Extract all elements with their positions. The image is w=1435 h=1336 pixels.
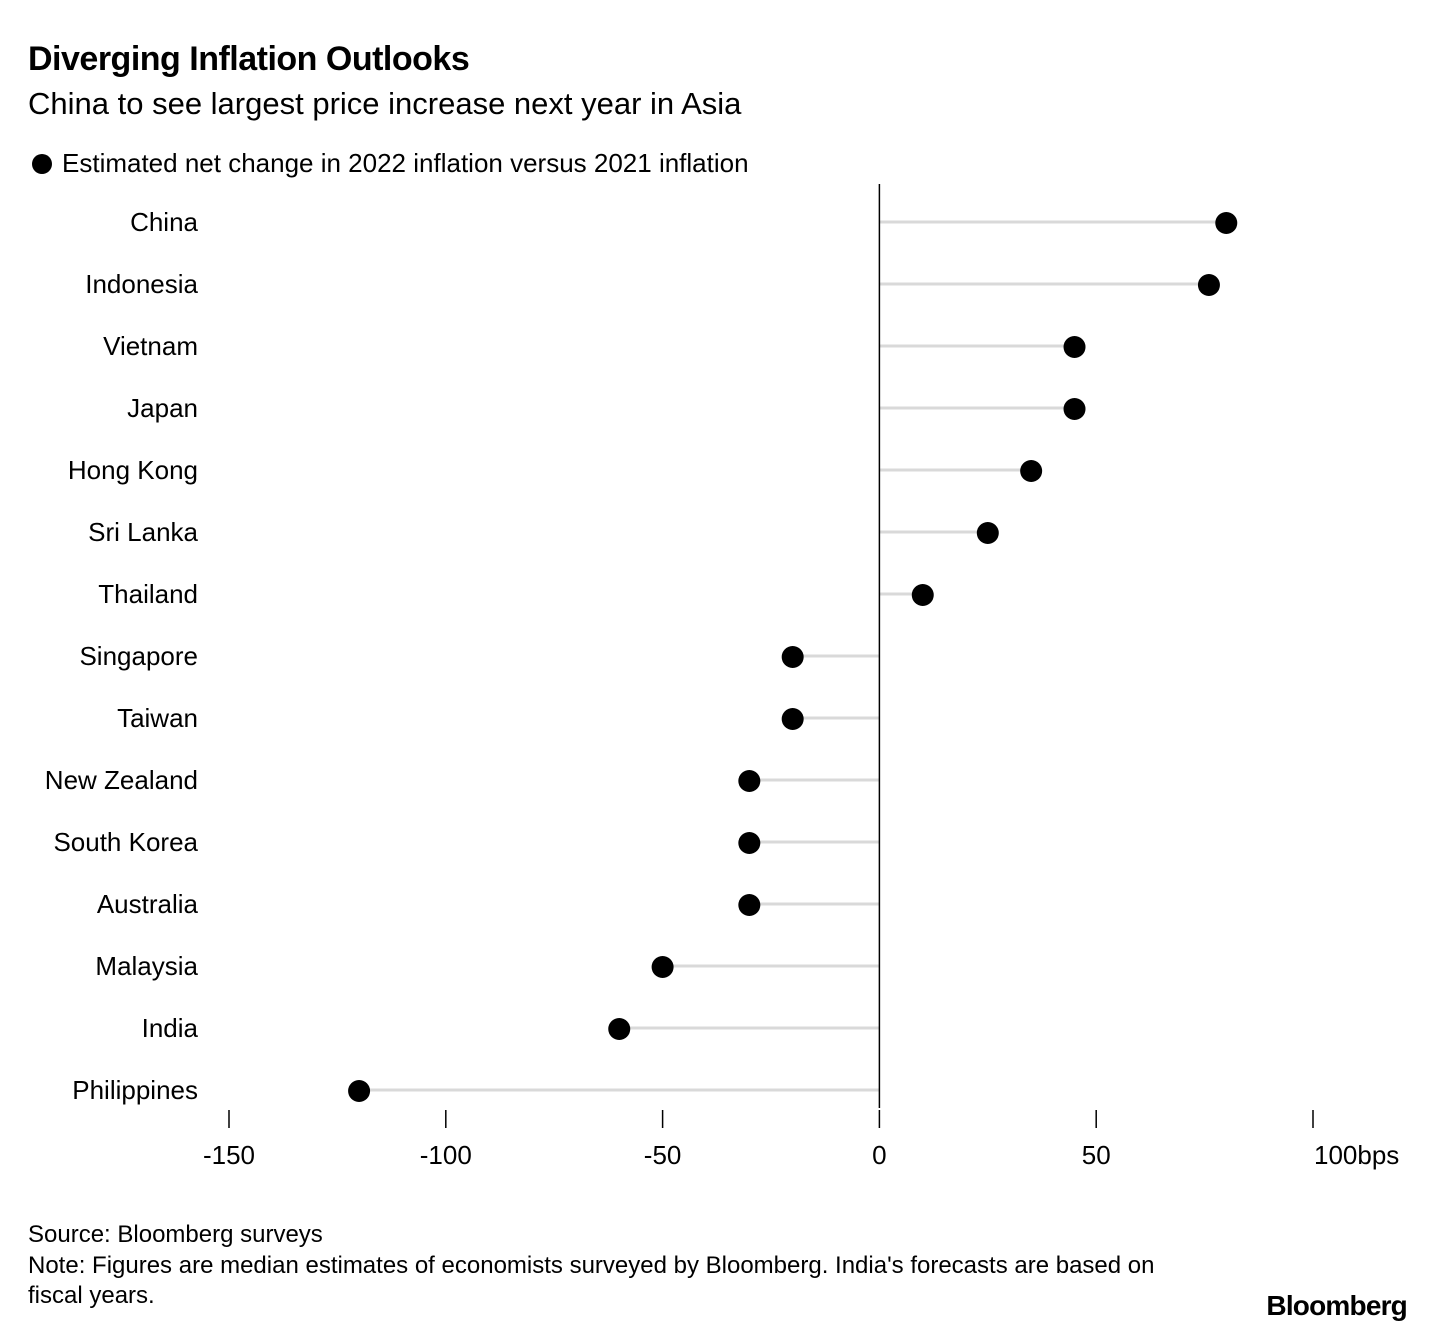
legend-label: Estimated net change in 2022 inflation v… [62, 148, 749, 178]
category-label: Sri Lanka [88, 517, 198, 547]
data-point [738, 832, 761, 854]
data-point [348, 1080, 371, 1102]
chart-title: Diverging Inflation Outlooks [28, 40, 470, 78]
data-point [1063, 336, 1086, 358]
legend-dot-icon [32, 153, 52, 174]
category-label: South Korea [53, 827, 198, 857]
x-tick-label: 0 [872, 1140, 886, 1170]
data-point [781, 646, 804, 668]
category-label: Vietnam [103, 331, 198, 361]
category-label: Australia [97, 889, 199, 919]
data-point [651, 956, 674, 978]
x-tick-label: -100 [420, 1140, 472, 1170]
source-note: Source: Bloomberg surveys [28, 1221, 323, 1248]
chart-subtitle: China to see largest price increase next… [28, 86, 742, 121]
data-point [1197, 274, 1220, 296]
category-label: New Zealand [45, 765, 198, 795]
data-point [608, 1018, 631, 1040]
chart-legend: Estimated net change in 2022 inflation v… [32, 148, 749, 179]
category-label: India [142, 1013, 199, 1043]
x-tick-label: -50 [644, 1140, 682, 1170]
category-label: Indonesia [85, 269, 198, 299]
category-label: Thailand [98, 579, 198, 609]
data-point [976, 522, 999, 544]
data-point [781, 708, 804, 730]
category-label: Singapore [79, 641, 198, 671]
category-label: Malaysia [95, 951, 198, 981]
category-label: China [130, 207, 198, 237]
data-point [1020, 460, 1043, 482]
category-label: Hong Kong [68, 455, 198, 485]
category-label: Japan [127, 393, 198, 423]
data-point [1063, 398, 1086, 420]
x-tick-label: 50 [1082, 1140, 1111, 1170]
data-point [1215, 212, 1238, 234]
x-tick-label: -150 [203, 1140, 255, 1170]
bloomberg-logo: Bloomberg [1266, 1290, 1407, 1321]
x-tick-label: 100bps [1314, 1140, 1399, 1170]
data-point [738, 770, 761, 792]
category-label: Taiwan [117, 703, 198, 733]
data-point [911, 584, 934, 606]
data-point [738, 894, 761, 916]
category-label: Philippines [72, 1075, 198, 1105]
footnote: Note: Figures are median estimates of ec… [28, 1252, 1155, 1309]
